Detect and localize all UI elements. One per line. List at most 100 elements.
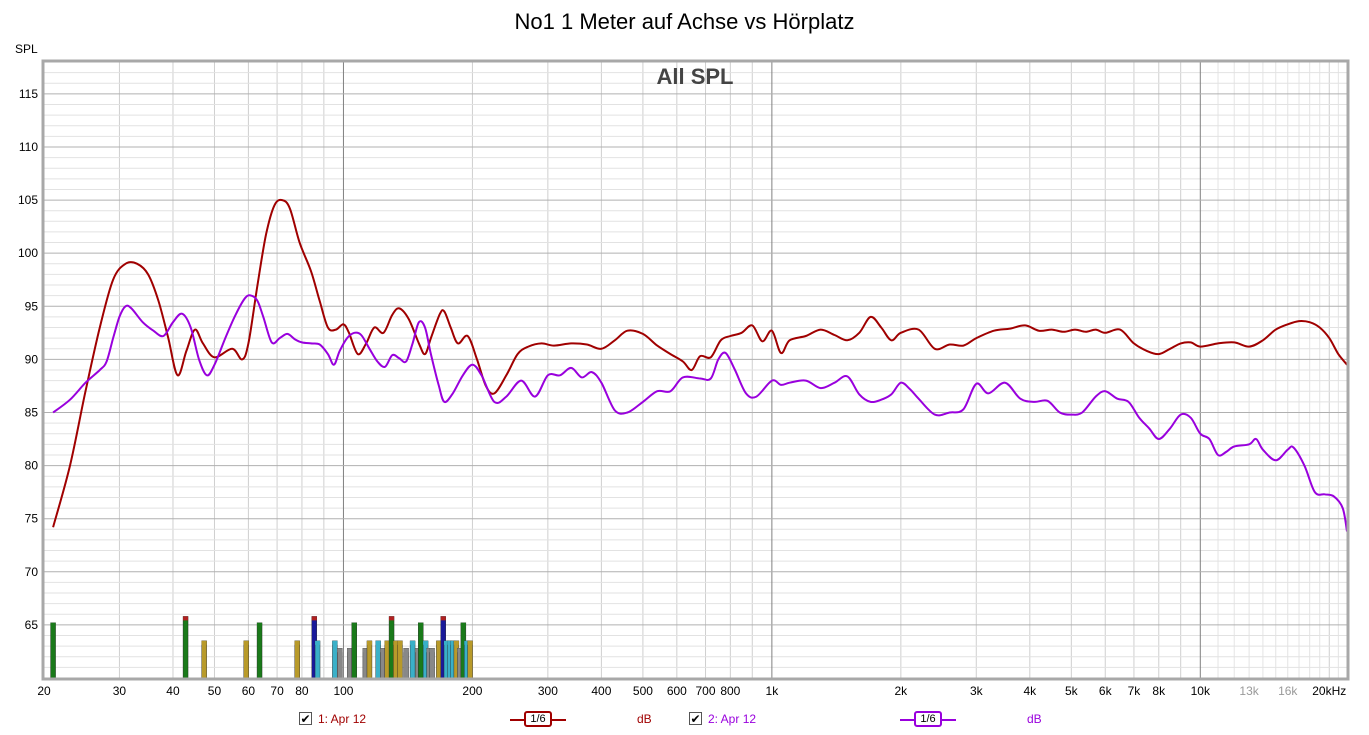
plot-frame: [41, 59, 1350, 681]
marker-36: [467, 640, 473, 679]
y-tick-80: 80: [25, 459, 39, 473]
marker-cap-27: [436, 640, 442, 645]
marker-26: [429, 648, 435, 679]
marker-cap-12: [362, 648, 368, 653]
x-tick-8k: 8k: [1152, 684, 1166, 698]
marker-cap-17: [389, 616, 395, 621]
marker-cap-25: [426, 648, 432, 653]
x-tick-40: 40: [166, 684, 180, 698]
series-1-smoothing-button[interactable]: 1/6: [524, 711, 552, 727]
series-1-checkbox[interactable]: ✔: [299, 712, 312, 726]
marker-21: [409, 640, 416, 679]
y-tick-90: 90: [25, 352, 39, 366]
series-1-label: 1: Apr 12: [318, 712, 367, 726]
grid-major: [44, 62, 1347, 679]
chart-subtitle: All SPL: [656, 64, 733, 89]
x-tick-300: 300: [538, 684, 558, 698]
marker-15: [380, 648, 386, 679]
x-tick-1k: 1k: [766, 684, 780, 698]
x-tick-100: 100: [333, 684, 353, 698]
x-tick-7k: 7k: [1128, 684, 1142, 698]
marker-cap-2: [201, 640, 207, 645]
x-tick-5k: 5k: [1065, 684, 1079, 698]
y-tick-75: 75: [25, 512, 39, 526]
marker-9: [336, 648, 343, 679]
marker-cap-5: [294, 640, 300, 645]
marker-2: [201, 640, 207, 679]
marker-cap-6: [311, 616, 317, 621]
marker-7: [314, 640, 321, 679]
marker-cap-1: [183, 616, 189, 621]
marker-cap-36: [467, 640, 473, 645]
series-line-2: [52, 294, 1348, 532]
x-tick-2k: 2k: [895, 684, 909, 698]
marker-cap-14: [375, 640, 381, 645]
marker-cap-16: [384, 640, 390, 645]
marker-cap-35: [464, 640, 470, 645]
x-tick-600: 600: [667, 684, 687, 698]
series-1-line-right: [552, 719, 566, 721]
x-tick-500: 500: [633, 684, 653, 698]
y-tick-110: 110: [19, 140, 38, 154]
x-tick-30: 30: [113, 684, 127, 698]
y-tick-105: 105: [18, 193, 38, 207]
x-tick-10k: 10k: [1191, 684, 1211, 698]
y-tick-115: 115: [19, 87, 38, 101]
marker-cap-22: [415, 648, 421, 653]
marker-11: [351, 622, 357, 679]
x-tick-200: 200: [462, 684, 482, 698]
marker-5: [294, 640, 300, 679]
marker-13: [366, 640, 373, 679]
peak-markers: [50, 616, 473, 679]
x-tick-80: 80: [295, 684, 309, 698]
series-2-label: 2: Apr 12: [708, 712, 757, 726]
marker-14: [375, 640, 381, 679]
marker-cap-20: [403, 648, 409, 653]
marker-0: [50, 622, 56, 679]
marker-cap-8: [332, 640, 338, 645]
chart-title: No1 1 Meter auf Achse vs Hörplatz: [514, 9, 855, 34]
series-group: [52, 198, 1348, 532]
y-tick-95: 95: [25, 299, 39, 313]
marker-cap-13: [366, 640, 372, 645]
spl-chart: SPL All SPL 65 70 75 80 85 90 95 100 105 110 115 2…: [15, 42, 1350, 698]
marker-cap-10: [347, 648, 353, 653]
marker-cap-24: [423, 640, 429, 645]
series-1-unit: dB: [637, 712, 652, 726]
x-tick-700: 700: [695, 684, 715, 698]
marker-cap-32: [453, 640, 459, 645]
x-tick-60: 60: [242, 684, 256, 698]
marker-cap-19: [397, 640, 403, 645]
marker-cap-7: [315, 640, 321, 645]
marker-cap-21: [410, 640, 416, 645]
x-tick-6k: 6k: [1099, 684, 1113, 698]
x-tick-labels: 20 30 40 50 60 70 80 100 200 300 400 500 600 700 800 1k…: [37, 684, 1346, 698]
marker-19: [397, 640, 403, 679]
marker-cap-11: [351, 622, 357, 627]
marker-cap-18: [393, 640, 399, 645]
x-tick-400: 400: [591, 684, 611, 698]
series-2-checkbox[interactable]: ✔: [689, 712, 702, 726]
marker-8: [332, 640, 338, 679]
x-tick-4k: 4k: [1023, 684, 1037, 698]
x-tick-50: 50: [208, 684, 222, 698]
marker-cap-28: [440, 616, 446, 621]
grid-minor: [43, 61, 1348, 678]
marker-cap-34: [460, 622, 466, 627]
x-tick-20: 20: [37, 684, 51, 698]
x-tick-13k: 13k: [1239, 684, 1259, 698]
marker-cap-31: [450, 640, 456, 645]
y-axis-label: SPL: [15, 42, 38, 56]
series-2-smoothing-button[interactable]: 1/6: [914, 711, 942, 727]
marker-cap-3: [243, 640, 249, 645]
x-tick-800: 800: [720, 684, 740, 698]
x-tick-16k: 16k: [1278, 684, 1298, 698]
marker-cap-15: [380, 648, 386, 653]
y-tick-65: 65: [25, 618, 39, 632]
marker-cap-33: [457, 648, 463, 653]
x-tick-3k: 3k: [970, 684, 984, 698]
x-tick-20kHz: 20kHz: [1312, 684, 1346, 698]
marker-3: [243, 640, 249, 679]
y-tick-70: 70: [25, 565, 39, 579]
marker-20: [403, 648, 409, 679]
